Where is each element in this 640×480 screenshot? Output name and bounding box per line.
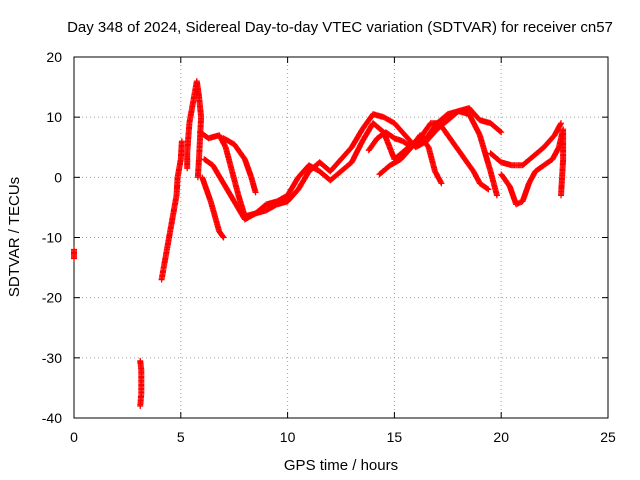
y-tick-label: -20 (42, 290, 62, 306)
y-tick-label: 0 (54, 169, 62, 185)
series-arc-f (376, 120, 492, 193)
y-tick-label: -30 (42, 350, 62, 366)
x-tick-label: 20 (493, 429, 509, 445)
x-axis-label: GPS time / hours (284, 457, 398, 474)
series-trace (199, 175, 226, 240)
y-tick-label: 20 (46, 49, 62, 65)
series-trace (184, 79, 204, 179)
y-tick-label: -10 (42, 230, 62, 246)
series-arc-a (197, 108, 500, 220)
series-arc-g (498, 126, 567, 208)
series-trace (198, 108, 500, 220)
series-trace (202, 105, 504, 222)
series-arc-h (487, 120, 565, 169)
series-trace (499, 127, 567, 207)
x-tick-label: 10 (280, 429, 296, 445)
x-tick-label: 0 (70, 429, 78, 445)
series-arc-d (220, 135, 259, 196)
series-trace (377, 120, 491, 192)
series-arc-drop (137, 357, 145, 409)
series-arc-early (71, 246, 77, 262)
data-series (71, 78, 567, 409)
series-trace (137, 359, 145, 408)
series-arc-peak (184, 78, 205, 181)
series-arc-c (199, 174, 227, 241)
axis-ticks: 0 5 10 15 20 25 -40 -30 -20 -10 0 10 20 (42, 49, 616, 445)
y-axis-label: SDTVAR / TECUs (6, 177, 23, 297)
series-arc-b (201, 105, 505, 223)
y-tick-label: 10 (46, 109, 62, 125)
series-trace (158, 139, 185, 282)
series-arc-rise (158, 138, 185, 283)
series-trace (221, 135, 259, 195)
grid-lines (74, 57, 608, 418)
chart-title: Day 348 of 2024, Sidereal Day-to-day VTE… (67, 19, 613, 36)
x-tick-label: 5 (177, 429, 185, 445)
series-trace (71, 247, 77, 261)
y-tick-label: -40 (42, 410, 62, 426)
series-trace (488, 121, 564, 169)
x-tick-label: 15 (387, 429, 403, 445)
x-tick-label: 25 (600, 429, 616, 445)
